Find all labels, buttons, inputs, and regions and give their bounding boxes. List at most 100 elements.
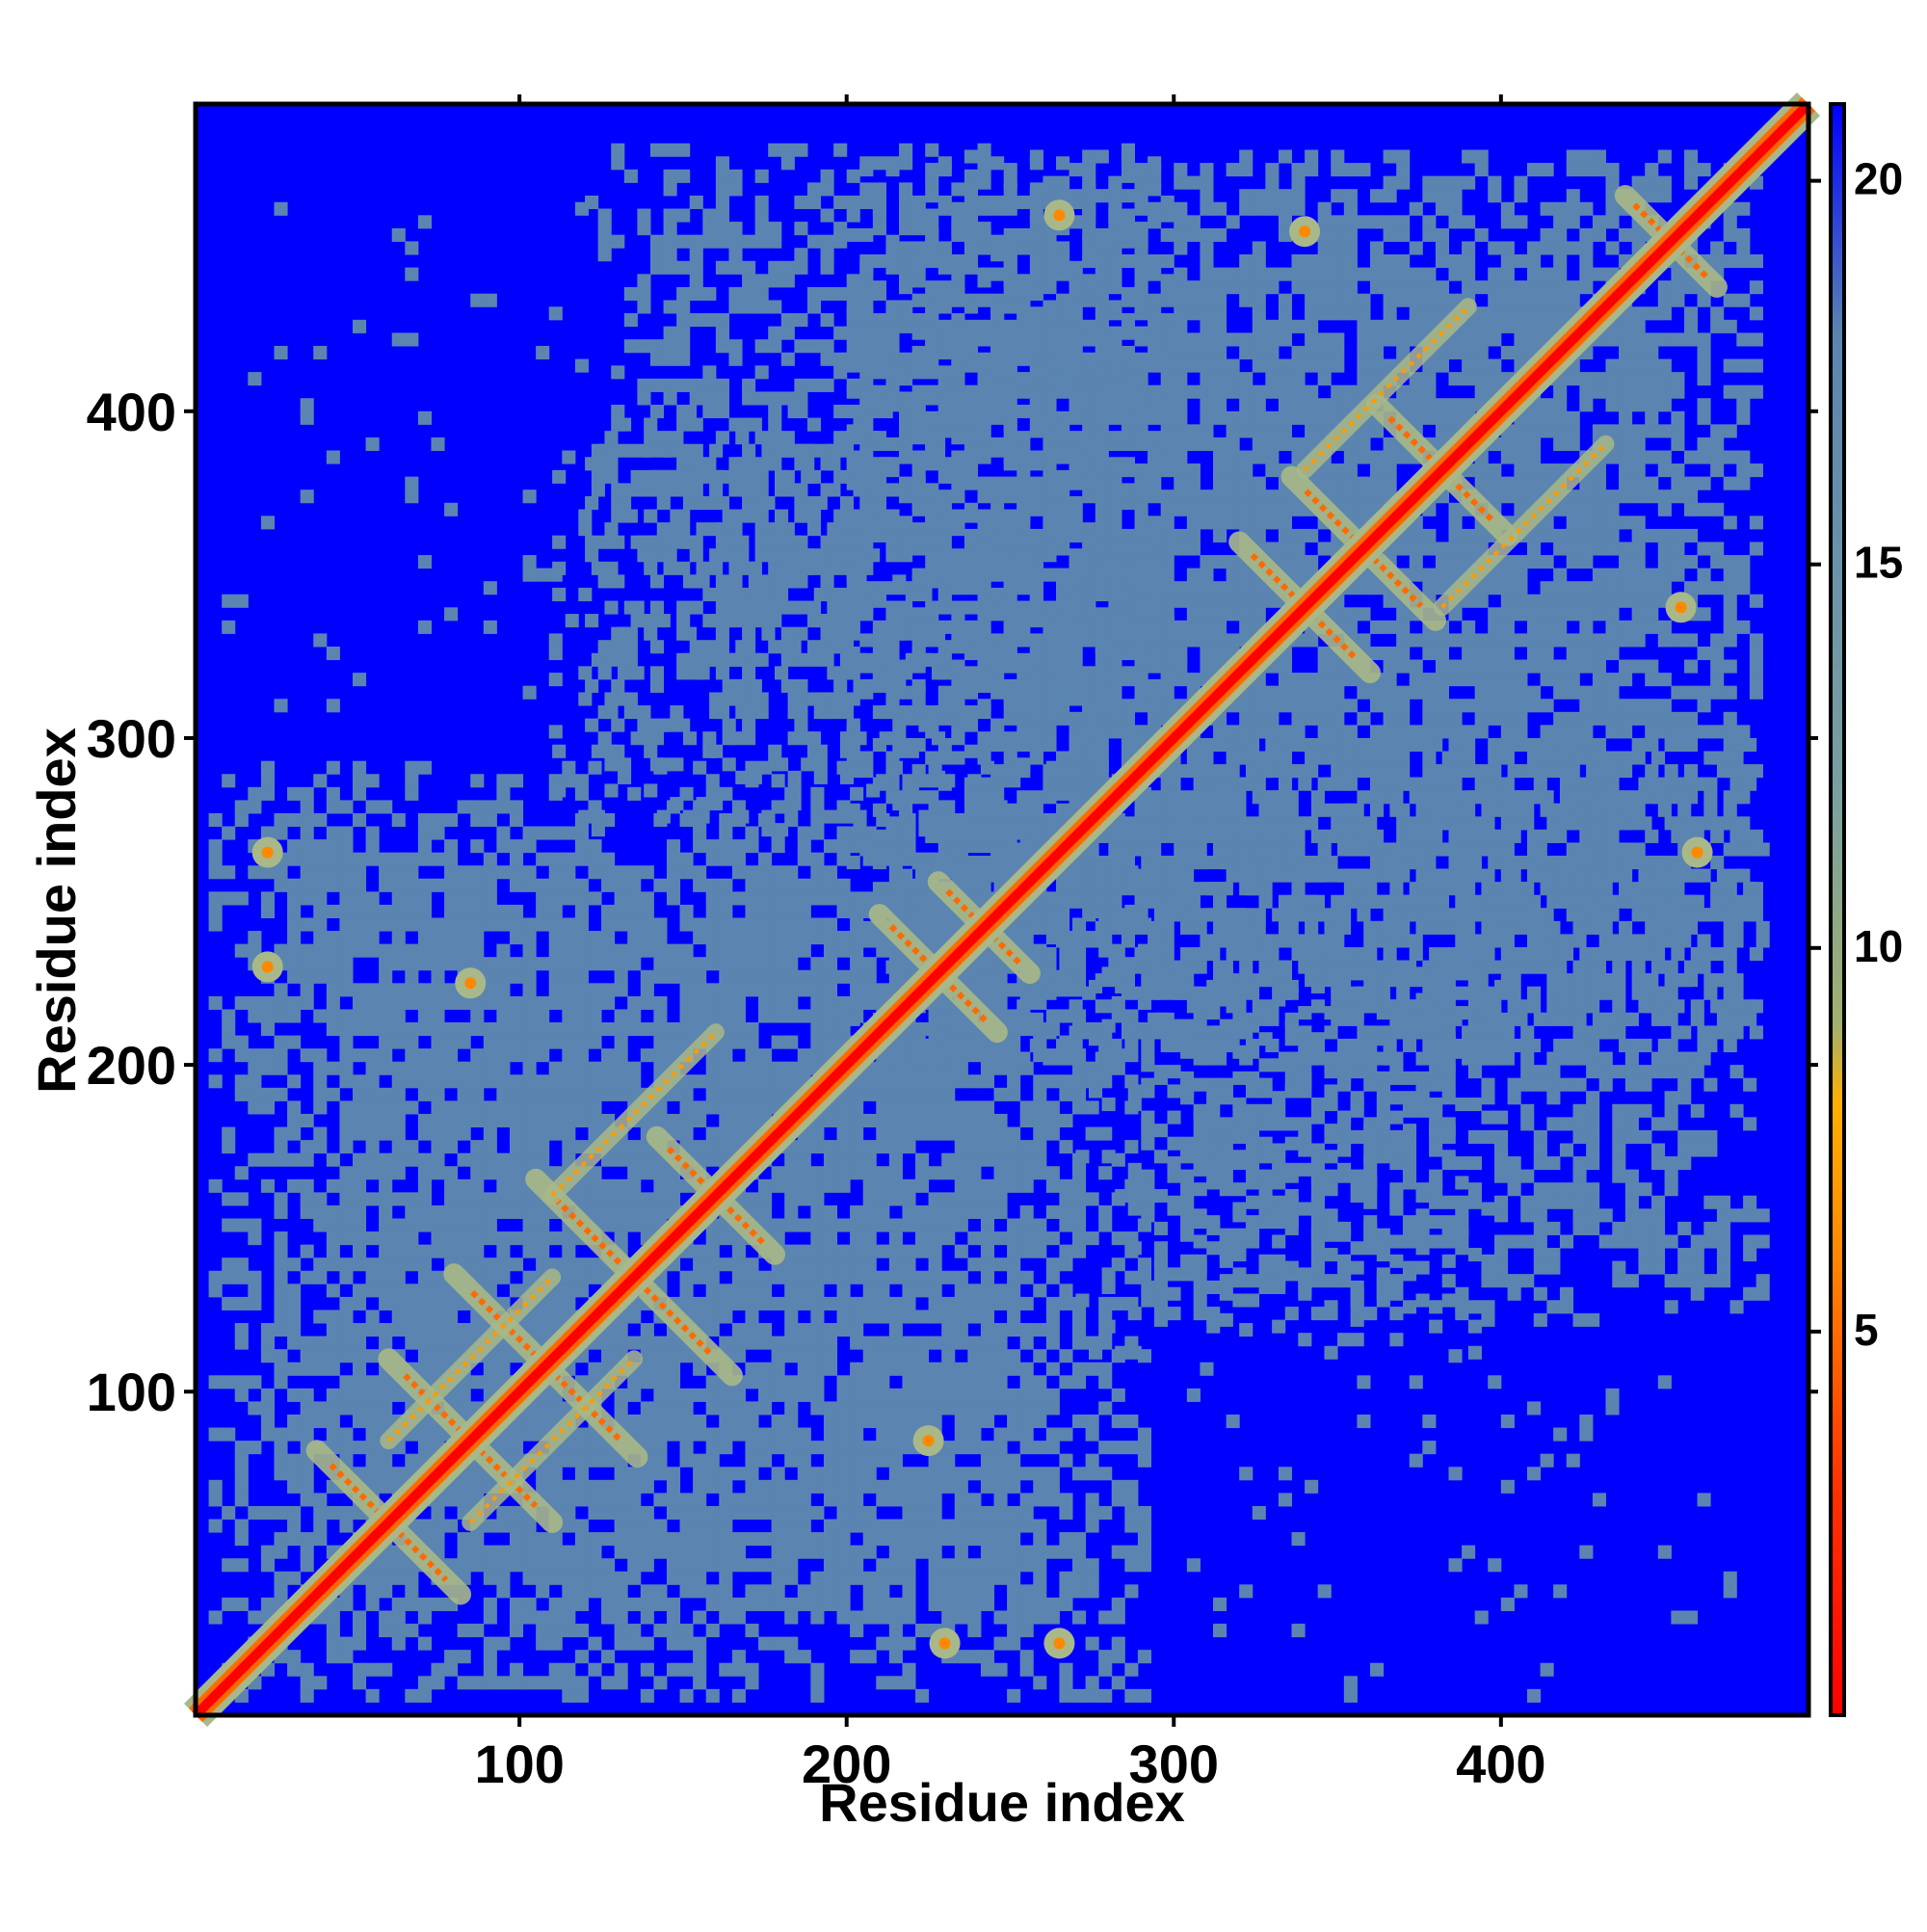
contact-cell — [353, 1363, 366, 1376]
contact-cell — [274, 865, 287, 879]
contact-cell — [1148, 869, 1161, 883]
contact-cell — [536, 1572, 549, 1585]
contact-cell — [418, 1676, 432, 1689]
contact-cell — [902, 1610, 915, 1624]
contact-cell — [431, 983, 444, 996]
contact-cell — [784, 905, 798, 918]
contact-cell — [261, 1415, 275, 1428]
contact-cell — [562, 1257, 575, 1271]
contact-cell — [758, 1271, 772, 1284]
contact-cell — [470, 891, 484, 905]
contact-cell — [1086, 1572, 1099, 1585]
contact-cell — [1112, 1493, 1125, 1506]
contact-cell — [484, 865, 497, 879]
contact-cell — [1095, 895, 1109, 909]
contact-cell — [929, 1480, 942, 1494]
contact-cell — [1030, 228, 1043, 242]
contact-cell — [1135, 490, 1148, 503]
contact-cell — [510, 905, 523, 918]
contact-cell — [693, 1480, 706, 1494]
contact-cell — [1227, 163, 1240, 176]
contact-cell — [1265, 712, 1279, 726]
contact-cell — [1148, 842, 1161, 856]
contact-cell — [863, 1520, 877, 1533]
contact-cell — [405, 1572, 418, 1585]
contact-cell — [510, 813, 523, 827]
contact-cell — [772, 879, 785, 892]
contact-cell — [680, 1506, 694, 1520]
contact-cell — [693, 865, 706, 879]
contact-cell — [484, 1127, 497, 1141]
contact-cell — [301, 1467, 314, 1480]
contact-cell — [575, 1454, 589, 1468]
contact-cell — [1253, 490, 1266, 503]
contact-cell — [981, 1127, 994, 1141]
contact-cell — [680, 1493, 694, 1506]
contact-cell — [1069, 1039, 1083, 1052]
contact-cell — [706, 1375, 720, 1389]
contact-cell — [955, 1598, 968, 1611]
contact-cell — [719, 1428, 732, 1442]
contact-cell — [1161, 947, 1175, 961]
contact-cell — [1239, 947, 1253, 961]
contact-cell — [653, 931, 667, 944]
contact-cell — [1069, 1052, 1083, 1066]
contact-cell — [235, 1598, 249, 1611]
contact-cell — [889, 1114, 903, 1127]
contact-cell — [615, 1598, 628, 1611]
contact-cell — [810, 1598, 824, 1611]
contact-cell — [274, 1349, 287, 1363]
contact-cell — [444, 813, 458, 827]
contact-cell — [745, 1401, 758, 1415]
contact-cell — [784, 1349, 798, 1363]
contact-cell — [366, 1389, 380, 1402]
contact-cell — [1069, 712, 1083, 726]
contact-cell — [941, 1166, 955, 1179]
contact-cell — [301, 879, 314, 892]
contact-cell — [523, 1062, 537, 1075]
contact-cell — [470, 1558, 484, 1572]
contact-cell — [353, 1114, 366, 1127]
contact-cell — [366, 1310, 380, 1323]
contact-cell — [327, 1088, 340, 1101]
contact-cell — [353, 983, 366, 996]
contact-cell — [745, 970, 758, 984]
contact-cell — [470, 839, 484, 853]
contact-cell — [379, 905, 392, 918]
contact-cell — [902, 1245, 915, 1258]
contact-cell — [536, 1009, 549, 1022]
contact-cell — [784, 1520, 798, 1533]
contact-cell — [745, 1480, 758, 1494]
contact-cell — [235, 1088, 249, 1101]
contact-cell — [274, 1088, 287, 1101]
contact-cell — [1033, 1676, 1046, 1689]
contact-cell — [929, 1363, 942, 1376]
contact-cell — [693, 1415, 706, 1428]
contact-cell — [889, 1598, 903, 1611]
contact-cell — [667, 1637, 680, 1651]
contact-cell — [641, 1415, 654, 1428]
contact-cell — [994, 1454, 1008, 1468]
contact-cell — [732, 1349, 746, 1363]
contact-cell — [938, 332, 952, 346]
contact-cell — [706, 1454, 720, 1468]
contact-cell — [313, 905, 327, 918]
contact-cell — [484, 1271, 497, 1284]
contact-cell — [680, 1558, 694, 1572]
contact-cell — [1253, 437, 1266, 451]
contact-cell — [824, 1179, 837, 1193]
contact-cell — [758, 1480, 772, 1494]
contact-cell — [824, 1480, 837, 1494]
contact-cell — [1112, 1297, 1125, 1310]
contact-cell — [1046, 1363, 1060, 1376]
contact-cell — [248, 1271, 261, 1284]
contact-cell — [470, 865, 484, 879]
contact-cell — [510, 1166, 523, 1179]
contact-cell — [274, 1257, 287, 1271]
contact-cell — [353, 1375, 366, 1389]
contact-cell — [588, 1100, 601, 1114]
contact-cell — [667, 1179, 680, 1193]
contact-cell — [1253, 254, 1266, 268]
contact-cell — [248, 1441, 261, 1454]
contact-cell — [339, 1598, 353, 1611]
